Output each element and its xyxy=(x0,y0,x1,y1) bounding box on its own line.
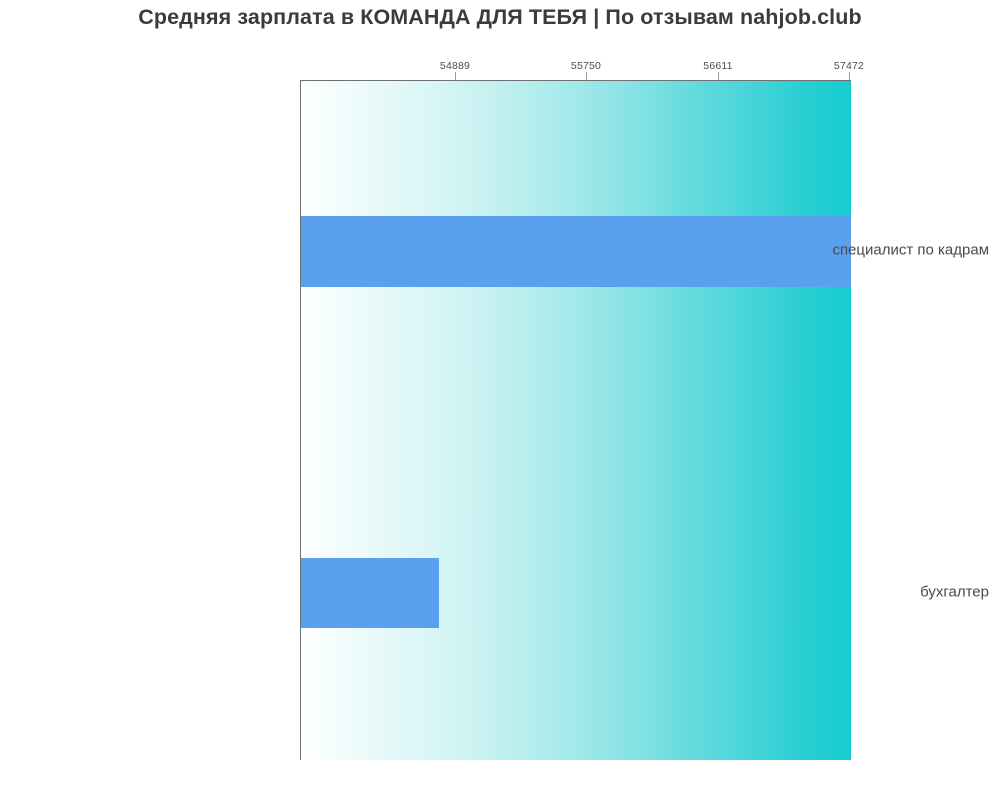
y-label-specialist-po-kadram: специалист по кадрам xyxy=(832,241,989,259)
x-tick-label-1: 55750 xyxy=(570,60,602,72)
bar-specialist-po-kadram[interactable] xyxy=(301,216,851,287)
x-tick-label-0: 54889 xyxy=(439,60,471,72)
x-tick-mark-1 xyxy=(586,72,587,80)
plot-area xyxy=(300,80,851,760)
x-tick-mark-0 xyxy=(455,72,456,80)
bar-buhgalter[interactable] xyxy=(301,558,439,628)
y-label-buhgalter: бухгалтер xyxy=(920,583,989,601)
x-tick-label-3: 57472 xyxy=(833,60,865,72)
x-tick-mark-3 xyxy=(849,72,850,80)
chart-title: Средняя зарплата в КОМАНДА ДЛЯ ТЕБЯ | По… xyxy=(138,5,862,29)
x-tick-label-2: 56611 xyxy=(703,60,733,72)
x-tick-mark-2 xyxy=(718,72,719,80)
